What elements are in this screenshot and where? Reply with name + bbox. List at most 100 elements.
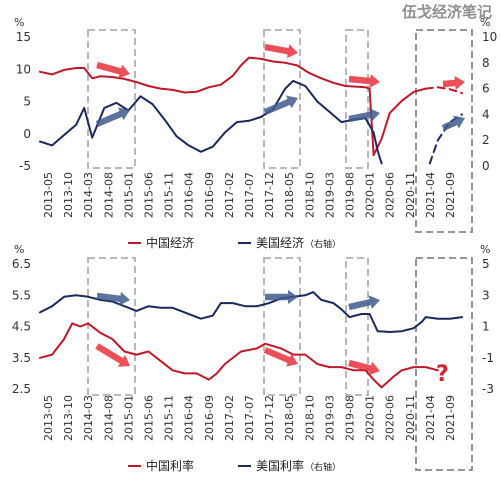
y-tick-right: 5 — [482, 257, 490, 271]
x-tick-label: 2013-10 — [62, 395, 75, 441]
y-tick-left: -5 — [19, 159, 31, 173]
y-tick-right: 3 — [482, 288, 490, 302]
x-tick-label: 2014-08 — [102, 172, 115, 218]
box-2019-rate — [345, 257, 369, 396]
box-2018-rate — [263, 257, 301, 396]
x-tick-label: 2014-08 — [102, 395, 115, 441]
x-tick-label: 2014-03 — [82, 395, 95, 441]
arrow-red-2014 — [96, 61, 130, 79]
x-tick-label: 2016-09 — [203, 172, 216, 218]
arrow-red-rate-2018 — [263, 347, 298, 367]
x-tick-label: 2015-11 — [163, 395, 176, 441]
x-tick-label: 2019-08 — [343, 172, 356, 218]
arrow-red-2018 — [264, 43, 298, 59]
arrow-red-rate-2019 — [348, 359, 380, 376]
x-tick-label: 2016-09 — [203, 395, 216, 441]
x-tick-label: 2018-05 — [283, 395, 296, 441]
box-2021-bottom — [415, 257, 473, 471]
y-tick-left: 0 — [23, 127, 31, 141]
y-tick-right: 2 — [482, 133, 490, 147]
x-tick-label: 2015-01 — [122, 172, 135, 218]
x-tick-label: 2013-05 — [42, 172, 55, 218]
x-tick-label: 2019-08 — [343, 395, 356, 441]
x-tick-label: 2013-10 — [62, 172, 75, 218]
x-tick-label: 2019-03 — [323, 395, 336, 441]
trend-arrows — [95, 43, 465, 376]
arrow-blue-2014 — [95, 107, 130, 127]
x-tick-label: 2017-12 — [263, 172, 276, 218]
y-tick-left: 5.5 — [12, 288, 31, 302]
x-tick-label: 2017-07 — [243, 395, 256, 441]
economy-x-axis-labels: 2013-05 2013-10 2014-03 2014-08 2015-01 2015-… — [42, 172, 457, 218]
arrow-red-2021 — [442, 75, 465, 90]
y-tick-right: 6 — [482, 82, 490, 96]
x-tick-label: 2014-03 — [82, 172, 95, 218]
box-2021-top — [415, 29, 473, 233]
x-tick-label: 2017-12 — [263, 395, 276, 441]
right-axis-unit: % — [480, 243, 490, 256]
x-tick-label: 2018-10 — [303, 395, 316, 441]
y-tick-right: -3 — [482, 382, 494, 396]
watermark: 伍戈经济笔记 — [401, 3, 492, 21]
highlight-boxes — [87, 29, 473, 471]
x-tick-label: 2017-02 — [223, 172, 236, 218]
arrow-blue-rate-2018 — [265, 290, 298, 304]
arrow-red-2019 — [348, 74, 380, 88]
legend-note-us-economy: （右轴） — [305, 238, 341, 250]
x-tick-label: 2015-01 — [122, 395, 135, 441]
legend-label-us-economy: 美国经济 — [256, 235, 304, 250]
x-tick-label: 2020-11 — [404, 395, 417, 441]
x-tick-label: 2015-11 — [163, 172, 176, 218]
y-tick-left: 15 — [16, 30, 31, 44]
x-tick-label: 2019-03 — [323, 172, 336, 218]
y-tick-right: 0 — [482, 159, 490, 173]
box-2014-rate — [87, 257, 136, 396]
series-line-1-1 — [39, 291, 463, 333]
legend-label-us-rate: 美国利率 — [256, 458, 304, 473]
box-2014 — [87, 29, 136, 169]
box-2018 — [263, 29, 301, 169]
y-tick-right: 4 — [482, 107, 490, 121]
y-tick-left: 5 — [23, 95, 31, 109]
y-tick-left: 4.5 — [12, 320, 31, 334]
economy-legend: 中国经济 美国经济 （右轴） — [128, 235, 341, 250]
interest-rate-chart: % % 2.5 3.5 4.5 5.5 6.5 -3 -1 1 3 5 — [12, 243, 494, 396]
rate-legend: 中国利率 美国利率 （右轴） — [128, 458, 341, 473]
x-tick-label: 2018-10 — [303, 172, 316, 218]
series-line-1-0 — [39, 322, 439, 389]
economy-chart: % % -5 0 5 10 15 0 2 4 6 8 10 — [14, 16, 497, 173]
x-tick-label: 2018-05 — [283, 172, 296, 218]
x-tick-label: 2013-05 — [42, 395, 55, 441]
x-tick-label: 2017-07 — [243, 172, 256, 218]
rate-x-axis-labels: 2013-05 2013-10 2014-03 2014-08 2015-01 2015-… — [42, 395, 457, 441]
x-tick-label: 2020-01 — [364, 172, 377, 218]
y-tick-left: 3.5 — [12, 351, 31, 365]
x-tick-label: 2016-04 — [183, 395, 196, 441]
x-tick-label: 2021-04 — [424, 395, 437, 441]
x-tick-label: 2021-09 — [444, 395, 457, 441]
y-tick-right: 8 — [482, 56, 490, 70]
arrow-blue-2018 — [263, 95, 298, 115]
y-tick-left: 2.5 — [12, 382, 31, 396]
question-mark: ? — [436, 362, 449, 387]
legend-label-china-economy: 中国经济 — [146, 235, 194, 250]
y-tick-right: -1 — [482, 351, 494, 365]
series-line-0-1 — [424, 86, 463, 95]
x-tick-label: 2020-01 — [364, 395, 377, 441]
legend-label-china-rate: 中国利率 — [146, 458, 194, 473]
legend-note-us-rate: （右轴） — [305, 461, 341, 473]
y-tick-right: 1 — [482, 320, 490, 334]
x-tick-label: 2020-06 — [384, 395, 397, 441]
x-tick-label: 2017-02 — [223, 395, 236, 441]
x-tick-label: 2015-06 — [143, 395, 156, 441]
series-line-0-2 — [39, 79, 383, 165]
arrow-red-rate-2014 — [95, 343, 130, 367]
x-tick-label: 2020-11 — [404, 172, 417, 218]
left-axis-unit: % — [14, 16, 24, 29]
x-tick-label: 2015-06 — [143, 172, 156, 218]
left-axis-unit: % — [14, 243, 24, 256]
x-tick-label: 2016-04 — [183, 172, 196, 218]
x-tick-label: 2021-04 — [424, 172, 437, 218]
box-2019 — [345, 29, 369, 169]
